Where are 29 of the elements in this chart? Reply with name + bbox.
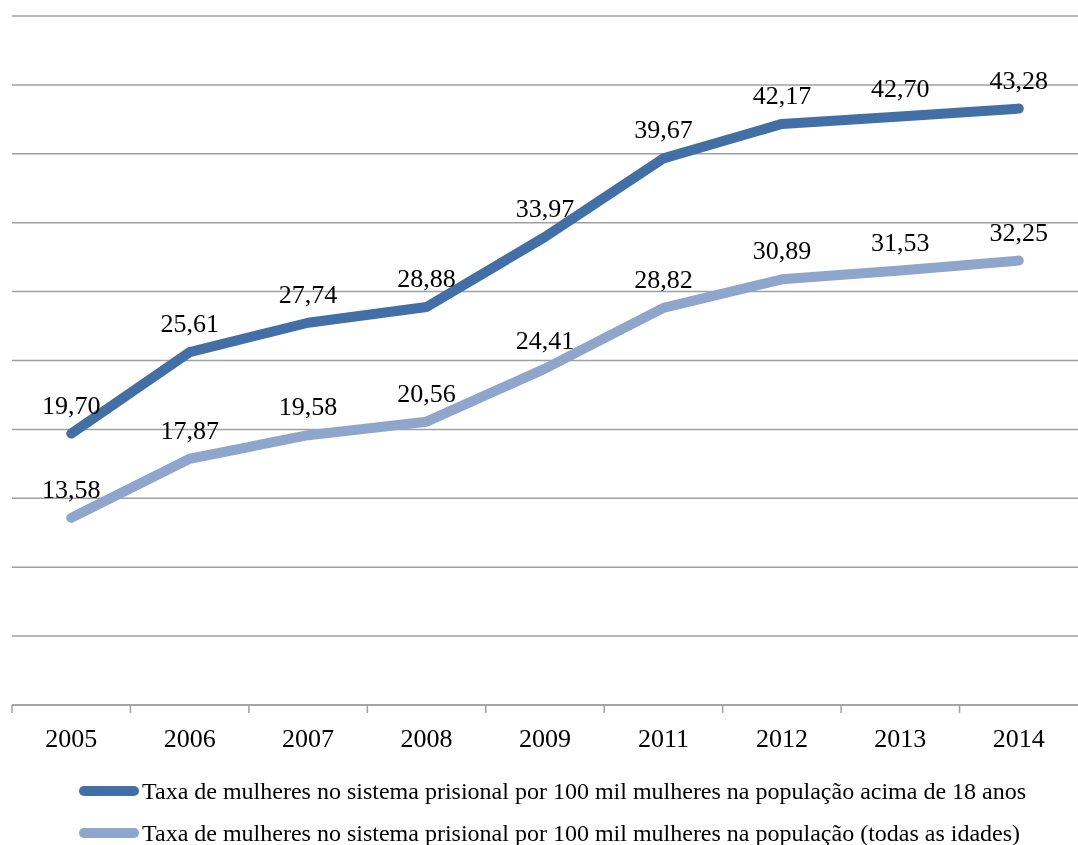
data-label: 13,58 (41, 474, 101, 504)
data-label: 27,74 (278, 279, 338, 309)
x-tick-label: 2007 (282, 724, 335, 753)
data-label: 28,88 (397, 264, 456, 294)
data-label: 39,67 (634, 115, 693, 145)
data-label: 31,53 (871, 227, 930, 257)
data-label: 33,97 (515, 193, 575, 223)
data-label: 28,82 (634, 264, 693, 294)
data-label: 19,58 (278, 392, 338, 422)
data-label: 24,41 (515, 325, 575, 355)
data-label: 25,61 (160, 309, 219, 339)
x-tick-label: 2011 (637, 724, 689, 753)
data-label: 30,89 (752, 236, 812, 266)
x-tick-label: 2012 (755, 724, 808, 753)
legend-label: Taxa de mulheres no sistema prisional por 100 mil mulheres na população (todas as idades) (142, 819, 1021, 845)
data-label: 19,70 (41, 390, 101, 420)
legend-label: Taxa de mulheres no sistema prisional por 100 mil mulheres na população acima de 18 anos (142, 777, 1027, 805)
data-label: 42,70 (871, 73, 930, 103)
x-tick-label: 2014 (992, 724, 1045, 753)
data-label: 20,56 (397, 378, 456, 408)
data-label: 32,25 (989, 217, 1049, 247)
x-tick-label: 2006 (163, 724, 216, 753)
data-label: 43,28 (989, 65, 1049, 95)
x-tick-label: 2013 (874, 724, 927, 753)
x-tick-label: 2009 (519, 724, 571, 753)
x-tick-label: 2008 (400, 724, 453, 753)
x-tick-label: 2005 (45, 724, 98, 753)
data-label: 42,17 (752, 80, 812, 110)
data-label: 17,87 (160, 415, 219, 445)
